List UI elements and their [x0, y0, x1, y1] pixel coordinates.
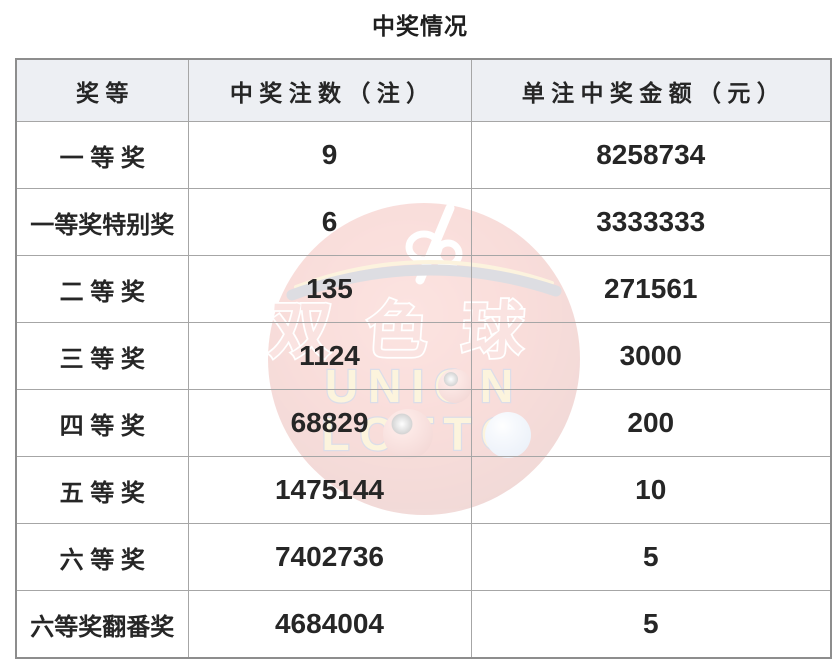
table-row: 六 等 奖 7402736 5 — [15, 523, 832, 591]
prize-amount-cell: 3333333 — [470, 188, 832, 256]
table-row: 一等奖特别奖 6 3333333 — [15, 188, 832, 256]
page-title: 中奖情况 — [372, 13, 468, 39]
winning-bets-cell: 6 — [187, 188, 472, 256]
winning-bets-cell: 1475144 — [187, 456, 472, 524]
prize-amount-cell: 5 — [470, 523, 832, 591]
col-header-prize-level: 奖 等 — [15, 58, 189, 122]
winning-bets-cell: 135 — [187, 255, 472, 323]
prize-level-cell: 二 等 奖 — [15, 255, 189, 323]
table-row: 四 等 奖 68829 200 — [15, 389, 832, 457]
winning-bets-cell: 9 — [187, 121, 472, 189]
prize-amount-cell: 8258734 — [470, 121, 832, 189]
table-row: 五 等 奖 1475144 10 — [15, 456, 832, 524]
prize-amount-cell: 10 — [470, 456, 832, 524]
col-header-winning-bets: 中 奖 注 数 （ 注 ） — [187, 58, 472, 122]
prize-level-cell: 一 等 奖 — [15, 121, 189, 189]
table-row: 三 等 奖 1124 3000 — [15, 322, 832, 390]
table-header-row: 奖 等 中 奖 注 数 （ 注 ） 单 注 中 奖 金 额 （ 元 ） — [15, 58, 832, 122]
table-row: 二 等 奖 135 271561 — [15, 255, 832, 323]
prize-level-cell: 六等奖翻番奖 — [15, 590, 189, 659]
prize-level-cell: 五 等 奖 — [15, 456, 189, 524]
prize-amount-cell: 3000 — [470, 322, 832, 390]
col-header-prize-amount: 单 注 中 奖 金 额 （ 元 ） — [470, 58, 832, 122]
winning-bets-cell: 1124 — [187, 322, 472, 390]
winning-bets-cell: 68829 — [187, 389, 472, 457]
winning-bets-cell: 7402736 — [187, 523, 472, 591]
prize-amount-cell: 271561 — [470, 255, 832, 323]
prize-results-table: 奖 等 中 奖 注 数 （ 注 ） 单 注 中 奖 金 额 （ 元 ） 一 等 … — [15, 58, 832, 659]
table-row: 六等奖翻番奖 4684004 5 — [15, 590, 832, 659]
winning-bets-cell: 4684004 — [187, 590, 472, 659]
prize-level-cell: 一等奖特别奖 — [15, 188, 189, 256]
prize-amount-cell: 5 — [470, 590, 832, 659]
table-row: 一 等 奖 9 8258734 — [15, 121, 832, 189]
prize-level-cell: 六 等 奖 — [15, 523, 189, 591]
prize-amount-cell: 200 — [470, 389, 832, 457]
prize-level-cell: 三 等 奖 — [15, 322, 189, 390]
prize-level-cell: 四 等 奖 — [15, 389, 189, 457]
